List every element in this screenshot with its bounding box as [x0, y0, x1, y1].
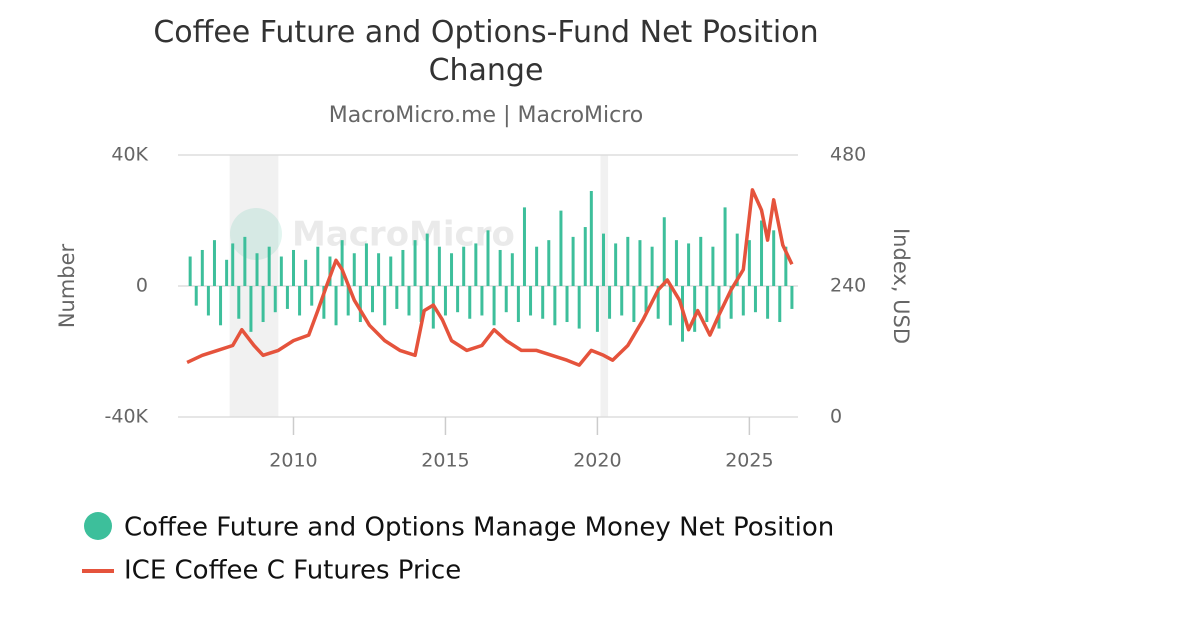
- line: [186, 188, 794, 367]
- chart-subtitle: MacroMicro.me | MacroMicro: [329, 103, 644, 128]
- x-tick-label: 2015: [421, 450, 469, 472]
- x-tick-label: 2010: [269, 450, 317, 472]
- x-tick-label: 2020: [573, 450, 621, 472]
- y2-tick-label: 240: [830, 275, 866, 297]
- y-tick-label: 0: [136, 275, 148, 297]
- y-tick-label: 40K: [111, 144, 148, 166]
- legend-label: ICE Coffee C Futures Price: [124, 556, 461, 586]
- chart-title: Coffee Future and Options-Fund Net Posit…: [153, 15, 819, 88]
- legend-marker: [84, 512, 112, 540]
- y-axis-title: Number: [55, 243, 79, 328]
- legend-label: Coffee Future and Options Manage Money N…: [124, 513, 834, 543]
- watermark-logo: [230, 208, 282, 260]
- y2-axis-title: Index, USD: [889, 228, 913, 344]
- watermark: MacroMicro: [292, 215, 515, 255]
- x-tick-label: 2025: [725, 450, 773, 472]
- y-tick-label: -40K: [105, 406, 149, 428]
- y2-tick-label: 0: [830, 406, 842, 428]
- y2-tick-label: 480: [830, 144, 866, 166]
